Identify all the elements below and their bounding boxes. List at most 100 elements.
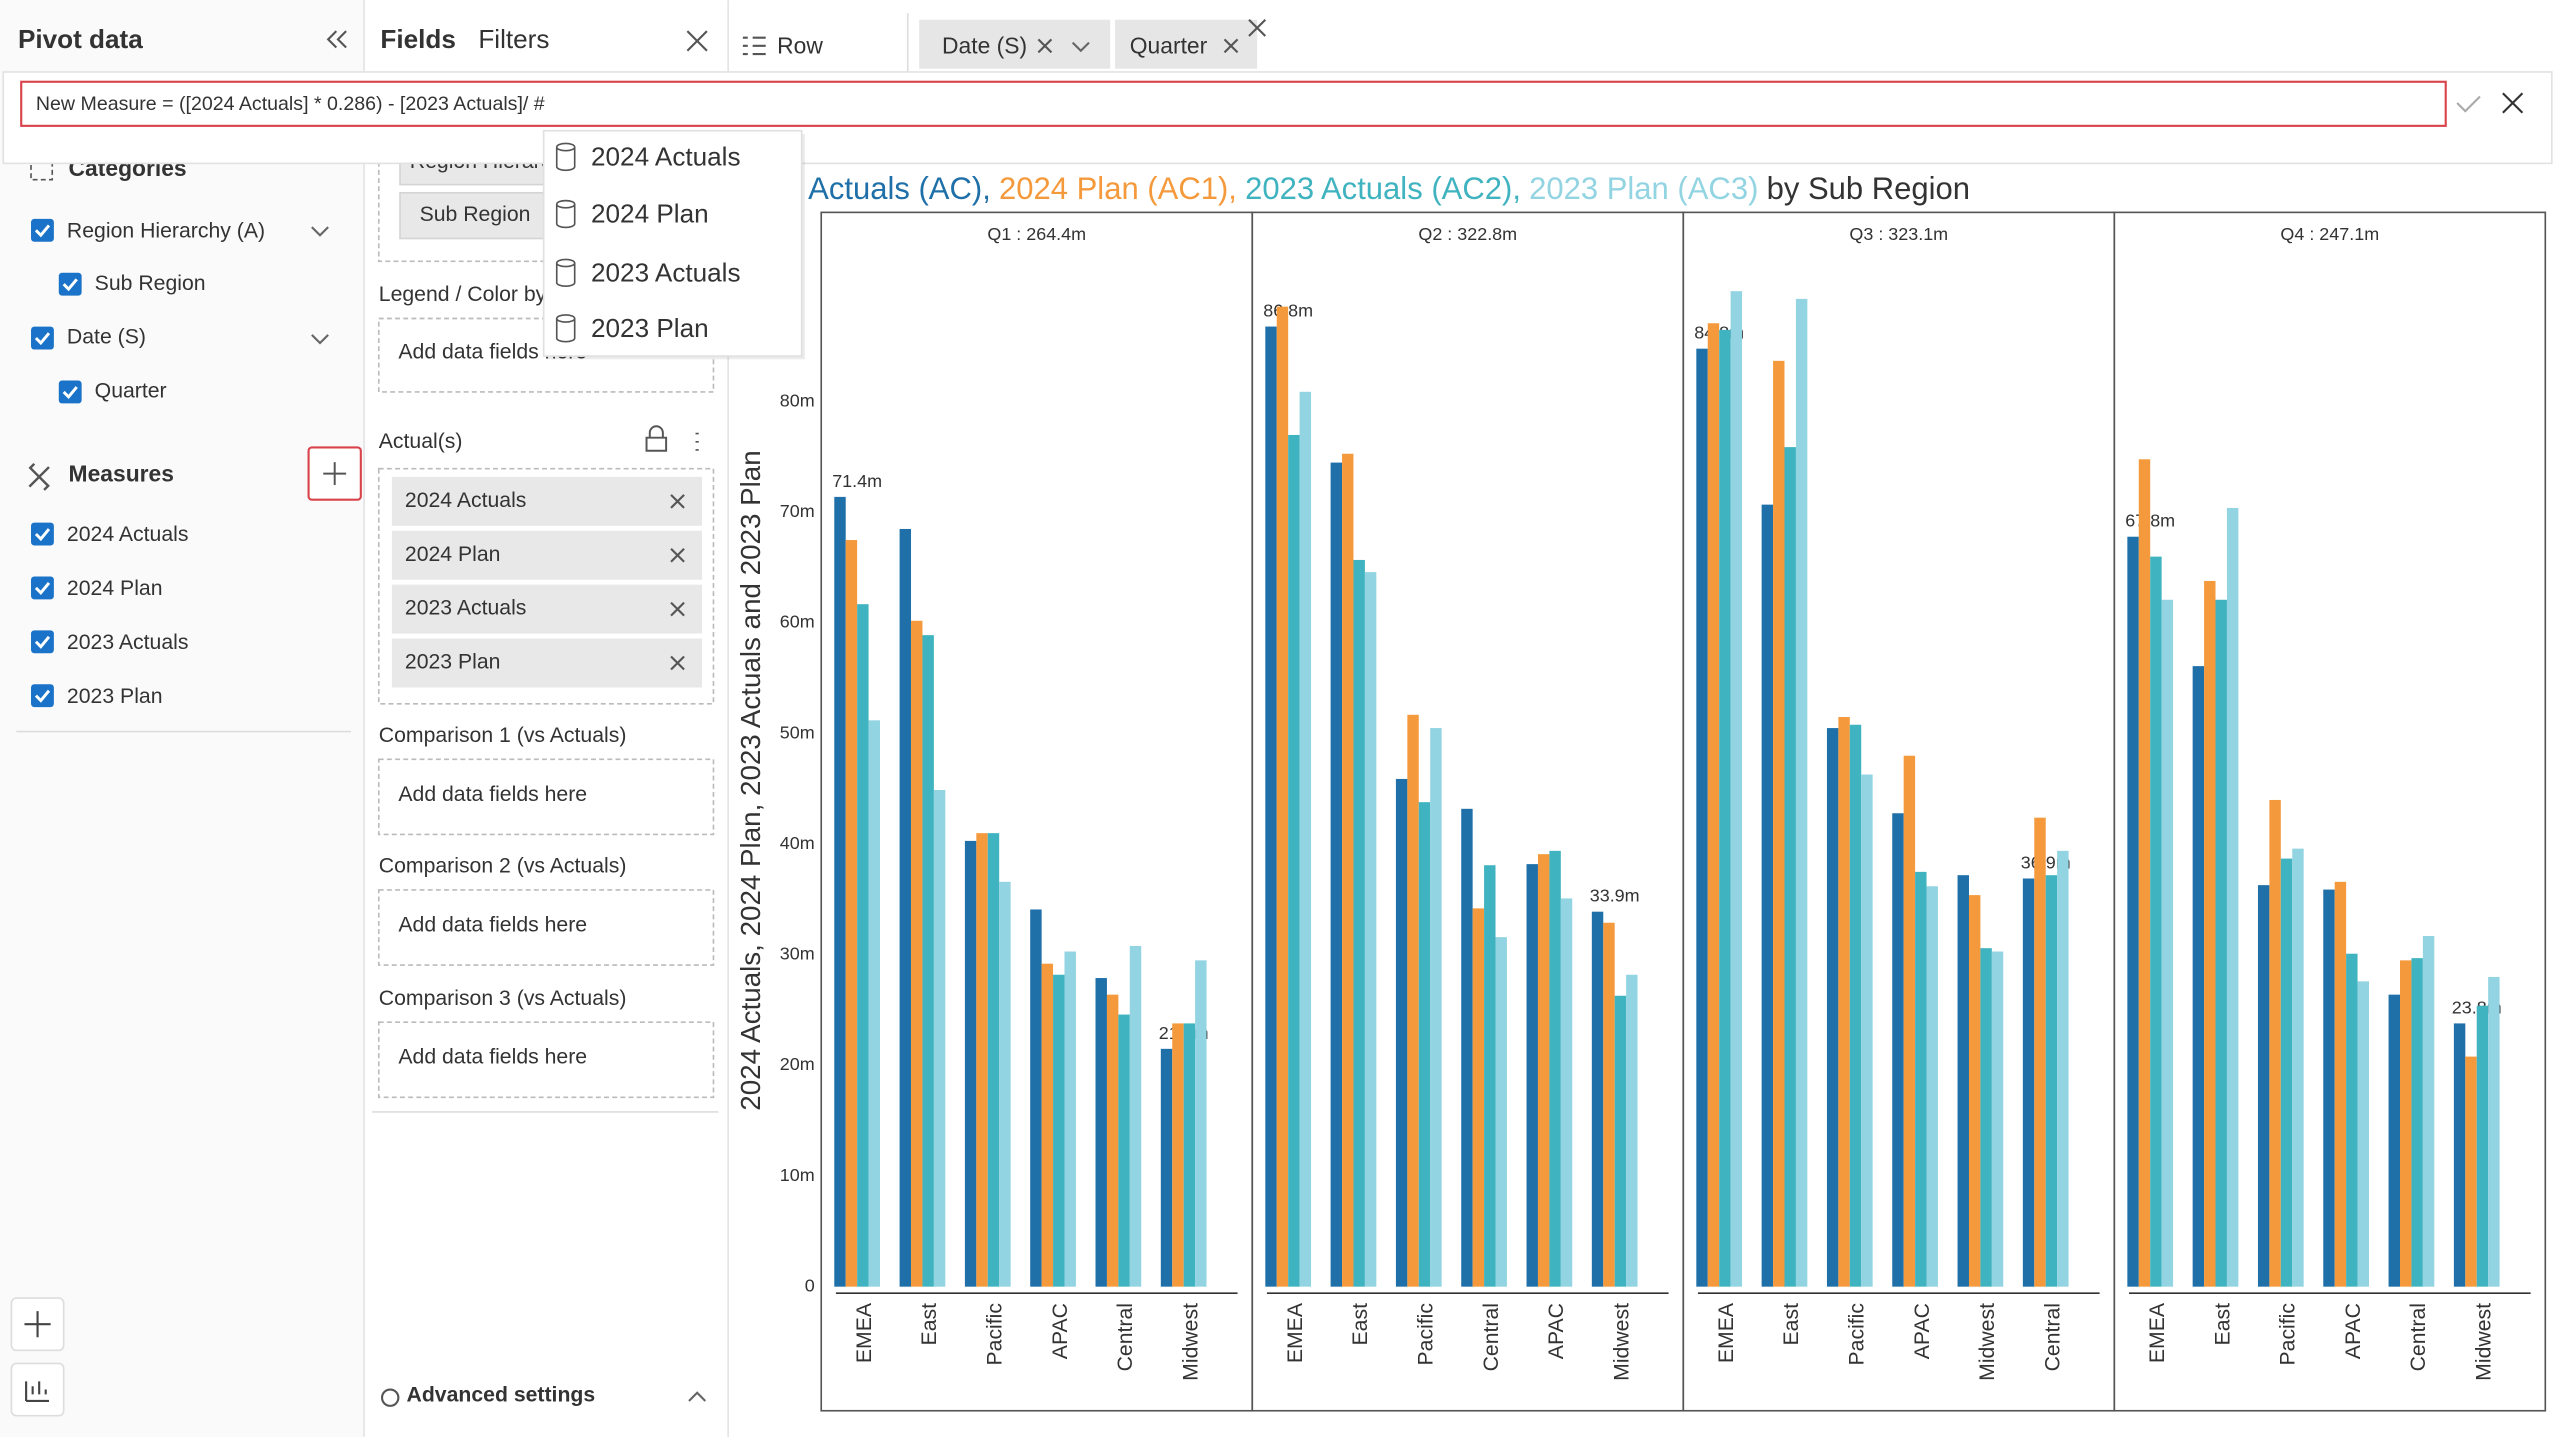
checkbox[interactable] (59, 381, 82, 404)
title-segment: 2023 Actuals (AC2), (1245, 171, 1521, 206)
bar (1773, 361, 1784, 1287)
bar (1731, 291, 1742, 1287)
bar (1277, 307, 1288, 1287)
dropdown-item[interactable]: 2023 Actuals (591, 257, 741, 287)
checkbox[interactable] (31, 327, 54, 350)
checkbox[interactable] (31, 523, 54, 546)
bar (1042, 964, 1053, 1287)
bar (857, 604, 868, 1286)
bar (1927, 886, 1938, 1286)
y-tick-label: 0 (805, 1275, 815, 1295)
bar (1342, 454, 1353, 1287)
bar (1796, 299, 1807, 1287)
bar (1265, 327, 1276, 1287)
bar (1762, 505, 1773, 1287)
tab[interactable]: Filters (478, 24, 549, 54)
data-label: 71.4m (832, 471, 882, 491)
category-item[interactable]: Quarter (95, 380, 167, 403)
bar (2204, 581, 2215, 1287)
chip-label: Date (S) (942, 33, 1027, 59)
checkbox[interactable] (31, 576, 54, 599)
bar (1161, 1049, 1172, 1287)
bar (1969, 895, 1980, 1287)
category-item[interactable]: Sub Region (95, 272, 206, 295)
bar (2269, 800, 2280, 1287)
y-tick-label: 80m (780, 390, 815, 410)
tab[interactable]: Fields (380, 24, 455, 54)
measure-item[interactable]: 2023 Actuals (67, 631, 189, 654)
bar (1561, 898, 1572, 1286)
y-axis-title: 2024 Actuals, 2024 Plan, 2023 Actuals an… (735, 450, 766, 1110)
checkbox[interactable] (31, 219, 54, 242)
bar (934, 790, 945, 1287)
bar (1118, 1015, 1129, 1287)
bar (1915, 872, 1926, 1287)
bar (2150, 557, 2161, 1287)
bar (2465, 1057, 2476, 1287)
dropdown-item[interactable]: 2023 Plan (591, 313, 709, 343)
category-item[interactable]: Region Hierarchy (A) (67, 220, 265, 243)
checkbox[interactable] (31, 630, 54, 653)
x-tick-label: Central (2407, 1303, 2430, 1371)
bar (2346, 954, 2357, 1287)
bar (1064, 952, 1075, 1287)
bar (1538, 854, 1549, 1286)
bar (1430, 728, 1441, 1287)
title-segment: by Sub Region (1767, 171, 1970, 206)
x-tick-label: EMEA (1284, 1302, 1307, 1363)
y-tick-label: 10m (780, 1165, 815, 1185)
bar (869, 720, 880, 1286)
bar (2358, 981, 2369, 1286)
y-tick-label: 60m (780, 612, 815, 632)
x-tick-label: APAC (1911, 1303, 1934, 1359)
checkbox[interactable] (31, 684, 54, 707)
x-tick-label: EMEA (853, 1302, 876, 1363)
x-tick-label: East (2211, 1303, 2234, 1346)
panel-title: Pivot data (18, 24, 143, 54)
y-tick-label: 20m (780, 1054, 815, 1074)
advanced-settings[interactable]: Advanced settings (407, 1384, 596, 1407)
bar (1827, 728, 1838, 1287)
bar (2023, 879, 2034, 1287)
dropdown-item[interactable]: 2024 Plan (591, 199, 709, 229)
x-tick-label: Midwest (1610, 1303, 1633, 1381)
bar (2281, 859, 2292, 1287)
x-tick-label: Midwest (1179, 1303, 1202, 1381)
dropdown-item[interactable]: 2024 Actuals (591, 141, 741, 171)
bar (2227, 508, 2238, 1287)
bar (1496, 937, 1507, 1287)
formula-text: New Measure = ([2024 Actuals] * 0.286) -… (36, 93, 545, 115)
bar (1172, 1023, 1183, 1286)
measure-item[interactable]: 2024 Actuals (67, 523, 189, 546)
measure-item[interactable]: 2023 Plan (67, 685, 163, 708)
bar (1904, 756, 1915, 1287)
category-item[interactable]: Date (S) (67, 326, 146, 349)
bar (1615, 996, 1626, 1287)
bar (2400, 960, 2411, 1286)
bar (1708, 323, 1719, 1286)
panel-title: Q2 : 322.8m (1418, 224, 1517, 244)
bar (1626, 975, 1637, 1287)
x-tick-label: Central (2041, 1303, 2064, 1371)
bar (2323, 890, 2334, 1287)
bar (1719, 330, 1730, 1287)
placeholder: Add data fields here (398, 1046, 587, 1069)
bar (1353, 560, 1364, 1287)
x-tick-label: Central (1480, 1303, 1503, 1371)
bar (2193, 666, 2204, 1287)
zone-label: Legend / Color by (379, 283, 547, 306)
tool-button[interactable] (11, 1363, 63, 1415)
bar (2046, 875, 2057, 1286)
bar (2411, 958, 2422, 1287)
bar (1838, 717, 1849, 1287)
measure-item[interactable]: 2024 Plan (67, 577, 163, 600)
bar (1484, 865, 1495, 1286)
bar (1195, 960, 1206, 1286)
title-segment: Actuals (AC), (808, 171, 991, 206)
bar (2488, 977, 2499, 1287)
x-tick-label: East (1349, 1303, 1372, 1346)
bar (1784, 447, 1795, 1287)
checkbox[interactable] (59, 273, 82, 296)
placeholder: Add data fields here (398, 913, 587, 936)
